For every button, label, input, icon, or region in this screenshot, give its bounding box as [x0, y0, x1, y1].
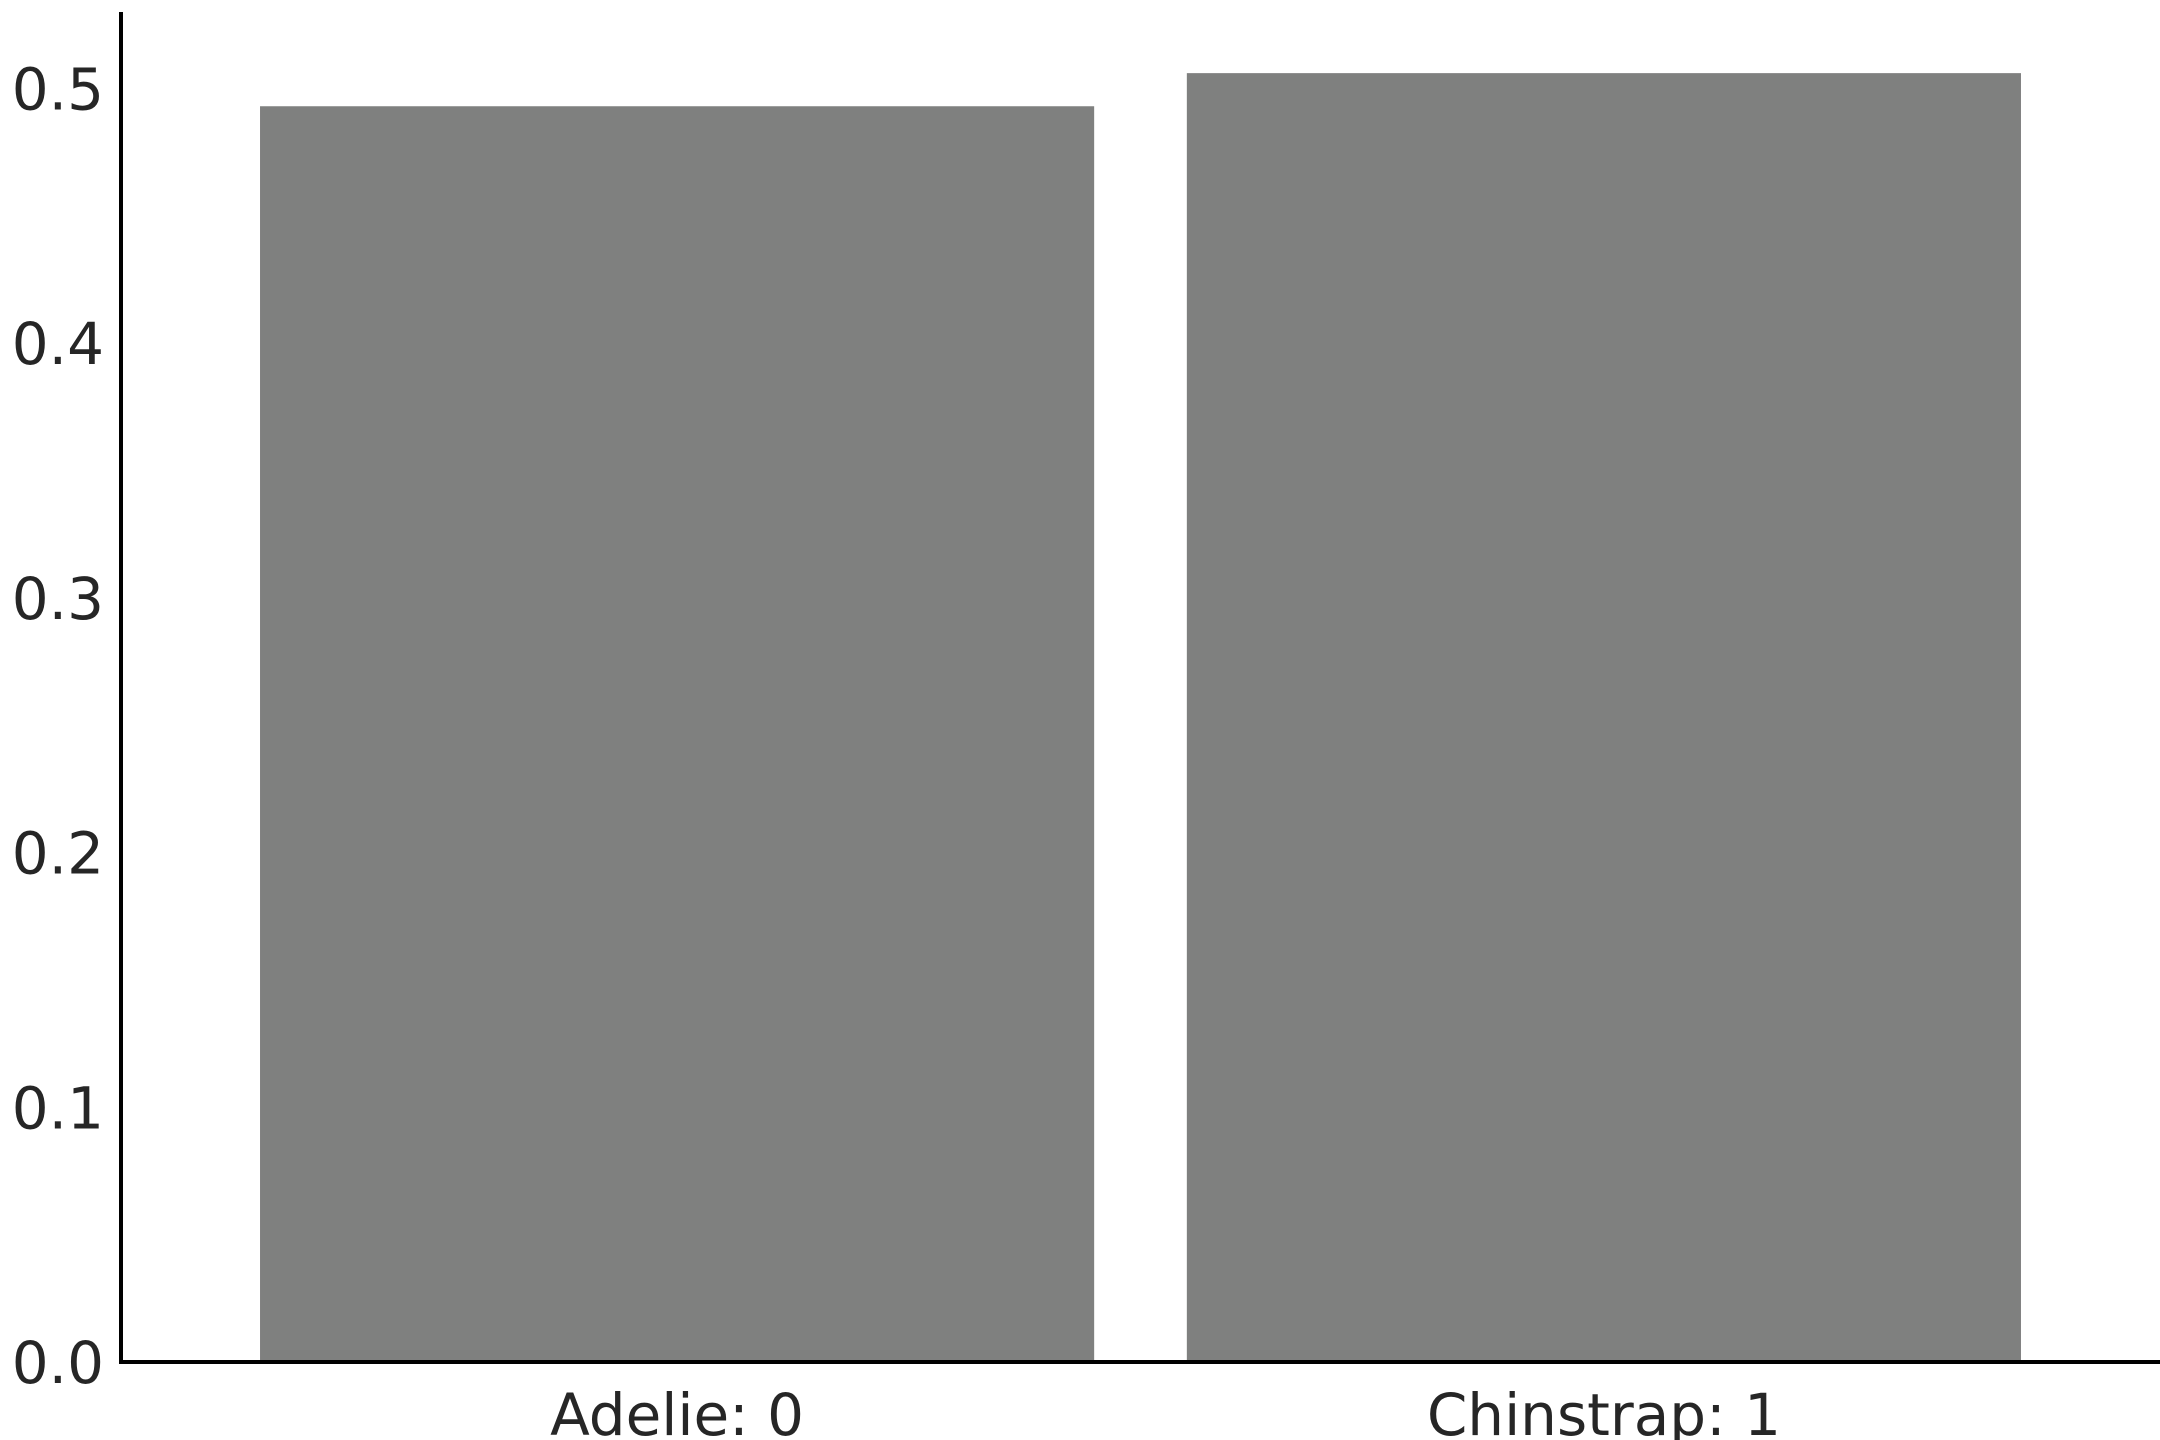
y-tick-label: 0.0	[12, 1329, 104, 1397]
bar-0	[260, 106, 1095, 1363]
x-axis-ticks: Adelie: 0 Chinstrap: 1	[550, 1381, 1781, 1440]
y-tick-label: 0.4	[12, 310, 104, 378]
x-tick-label: Adelie: 0	[550, 1381, 804, 1440]
y-tick-label: 0.3	[12, 565, 104, 633]
y-tick-label: 0.2	[12, 820, 104, 888]
y-tick-label: 0.1	[12, 1074, 104, 1142]
bars-layer	[260, 73, 2021, 1363]
x-tick-label: Chinstrap: 1	[1427, 1381, 1781, 1440]
y-tick-label: 0.5	[12, 55, 104, 123]
bar-1	[1186, 73, 2021, 1362]
y-axis-ticks: 0.0 0.1 0.2 0.3 0.4 0.5	[12, 55, 104, 1397]
